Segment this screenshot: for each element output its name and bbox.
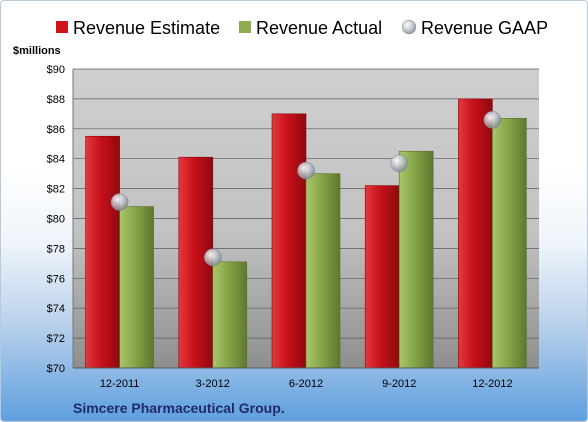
- revenue-actual-bar: [398, 150, 434, 369]
- y-tick-label: $84: [47, 154, 65, 166]
- y-tick-label: $90: [47, 64, 65, 76]
- revenue-gaap-marker: [204, 248, 222, 267]
- y-axis-ticks: $70 $72 $74 $76 $78 $80 $82 $84 $86 $88 $90: [47, 64, 65, 375]
- revenue-gaap-marker: [483, 111, 502, 129]
- revenue-actual-bar: [305, 173, 341, 369]
- y-tick-label: $80: [47, 214, 65, 226]
- bars: [85, 98, 527, 369]
- y-tick-label: $74: [47, 303, 65, 315]
- legend-swatch-revenue-estimate: [56, 21, 68, 33]
- revenue-estimate-bar: [85, 135, 120, 369]
- revenue-actual-bar: [492, 118, 527, 369]
- x-tick-label: 9-2012: [382, 378, 416, 390]
- revenue-estimate-bar: [364, 185, 400, 369]
- revenue-gaap-marker: [110, 193, 129, 211]
- y-tick-label: $88: [47, 94, 65, 106]
- legend-label-revenue-actual: Revenue Actual: [256, 18, 382, 38]
- y-tick-label: $78: [47, 243, 65, 255]
- legend: Revenue Estimate Revenue Actual Revenue …: [56, 18, 548, 38]
- legend-label-revenue-estimate: Revenue Estimate: [73, 18, 220, 38]
- y-tick-label: $76: [47, 273, 65, 285]
- revenue-actual-bar: [119, 206, 154, 369]
- y-tick-label: $70: [47, 363, 65, 375]
- revenue-gaap-marker: [390, 154, 408, 172]
- x-tick-label: 12-2012: [472, 378, 512, 390]
- legend-swatch-revenue-actual: [239, 21, 251, 33]
- y-tick-label: $82: [47, 184, 65, 196]
- x-tick-label: 12-2011: [100, 378, 140, 390]
- y-axis-label: $millions: [13, 45, 61, 57]
- revenue-actual-bar: [212, 261, 248, 369]
- x-tick-label: 6-2012: [289, 378, 323, 390]
- y-tick-label: $72: [47, 333, 65, 345]
- legend-label-revenue-gaap: Revenue GAAP: [421, 18, 548, 38]
- revenue-gaap-marker: [297, 161, 315, 180]
- gaap-markers: [110, 111, 502, 267]
- legend-marker-revenue-gaap: [401, 19, 417, 35]
- footer-company-name: Simcere Pharmaceutical Group.: [73, 400, 285, 416]
- revenue-estimate-bar: [458, 98, 493, 369]
- y-tick-label: $86: [47, 124, 65, 136]
- revenue-estimate-bar: [271, 113, 307, 369]
- x-tick-label: 3-2012: [196, 378, 230, 390]
- x-axis-ticks: 12-2011 3-2012 6-2012 9-2012 12-2012: [100, 378, 513, 390]
